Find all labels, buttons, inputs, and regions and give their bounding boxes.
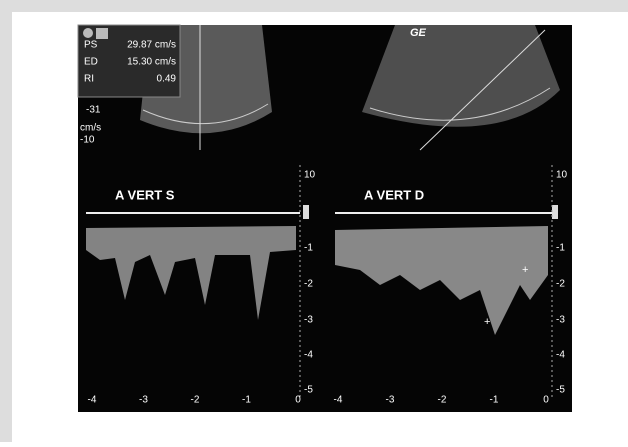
y-tick-label: -4 xyxy=(556,350,565,361)
y-tick-label: 10 xyxy=(556,170,568,181)
x-tick-label: -3 xyxy=(386,395,395,406)
measurement-label: PS xyxy=(84,40,98,51)
y-tick-label: -5 xyxy=(304,385,313,396)
screenshot: + + GE -31 cm/s -10 A VERT S A VERT D PS… xyxy=(0,0,628,442)
x-tick-label: 0 xyxy=(543,395,549,406)
unit: cm/s xyxy=(80,123,101,134)
x-tick-label: -4 xyxy=(334,395,343,406)
scale-top: -31 xyxy=(86,105,101,116)
y-tick-label: -5 xyxy=(556,385,565,396)
y-tick-label: -1 xyxy=(556,243,565,254)
icon xyxy=(83,28,93,38)
x-tick-label: -1 xyxy=(490,395,499,406)
y-tick-label: 10 xyxy=(304,170,316,181)
y-tick-label: -2 xyxy=(304,279,313,290)
scale-min: -10 xyxy=(80,135,95,146)
measurement-label: RI xyxy=(84,74,94,85)
caliper: + xyxy=(522,264,528,276)
panel-label: A VERT D xyxy=(364,187,424,202)
x-tick-label: -2 xyxy=(438,395,447,406)
icon xyxy=(96,28,108,39)
measurement-value: 29.87 cm/s xyxy=(127,40,176,51)
scale-marker xyxy=(303,205,309,219)
logo: GE xyxy=(410,27,427,39)
scale-marker xyxy=(552,205,558,219)
y-tick-label: -3 xyxy=(304,315,313,326)
measurement-value: 15.30 cm/s xyxy=(127,57,176,68)
x-tick-label: -4 xyxy=(88,395,97,406)
caliper: + xyxy=(484,316,490,328)
measurement-label: ED xyxy=(84,57,98,68)
x-tick-label: -1 xyxy=(242,395,251,406)
y-tick-label: -3 xyxy=(556,315,565,326)
frame-top xyxy=(0,0,628,12)
measurement-value: 0.49 xyxy=(157,74,177,85)
y-tick-label: -1 xyxy=(304,243,313,254)
x-tick-label: -2 xyxy=(191,395,200,406)
x-tick-label: 0 xyxy=(295,395,301,406)
y-tick-label: -2 xyxy=(556,279,565,290)
frame-left xyxy=(0,0,12,442)
x-tick-label: -3 xyxy=(139,395,148,406)
panel-label: A VERT S xyxy=(115,187,175,202)
y-tick-label: -4 xyxy=(304,350,313,361)
